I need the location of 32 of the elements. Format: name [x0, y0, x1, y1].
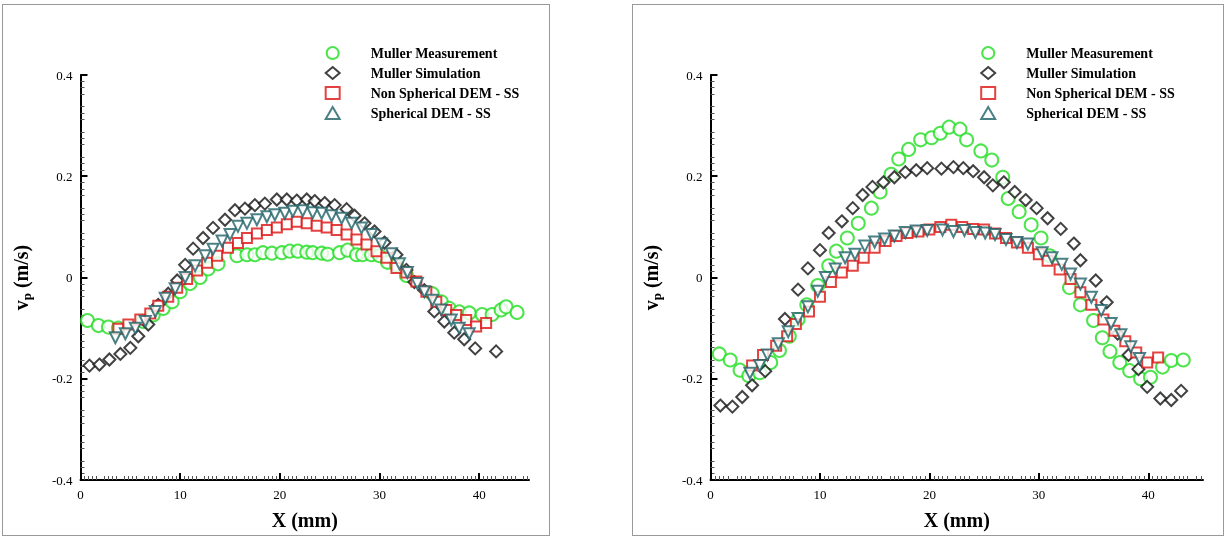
y-tick-label: -0.2: [51, 371, 73, 387]
y-tick-label: -0.4: [681, 472, 703, 488]
x-tick-label: 40: [1141, 487, 1155, 502]
x-tick-label: 40: [472, 487, 486, 502]
y-tick-label: 0.4: [56, 67, 73, 83]
legend-label: Muller Measurement: [1026, 45, 1154, 61]
x-tick-label: 10: [813, 487, 827, 502]
x-tick-label: 0: [77, 487, 84, 502]
x-tick-label: 30: [1032, 487, 1046, 502]
y-tick-label: 0.4: [686, 67, 703, 83]
x-tick-label: 20: [273, 487, 287, 502]
legend-label: Muller Simulation: [370, 65, 481, 81]
y-tick-label: 0.2: [56, 168, 73, 184]
legend-label: Muller Measurement: [370, 45, 498, 61]
x-tick-label: 10: [173, 487, 187, 502]
legend-label: Non Spherical DEM - SS: [1026, 85, 1175, 101]
x-axis-title: X (mm): [923, 509, 990, 532]
y-axis-title: vp (m/s): [10, 244, 34, 311]
x-tick-label: 20: [922, 487, 936, 502]
y-tick-label: -0.4: [51, 472, 73, 488]
y-tick-label: 0: [66, 270, 73, 285]
legend-label: Muller Simulation: [1026, 65, 1137, 81]
y-tick-label: 0.2: [686, 168, 703, 184]
y-tick-label: 0: [696, 270, 703, 285]
legend-label: Spherical DEM - SS: [1026, 105, 1147, 121]
legend-label: Spherical DEM - SS: [370, 105, 492, 121]
legend-label: Non Spherical DEM - SS: [370, 85, 520, 101]
y-tick-label: -0.2: [681, 371, 703, 387]
x-tick-label: 30: [373, 487, 386, 502]
y-axis-title: vp (m/s): [640, 244, 664, 311]
x-tick-label: 0: [707, 487, 714, 502]
x-axis-title: X (mm): [271, 509, 338, 532]
